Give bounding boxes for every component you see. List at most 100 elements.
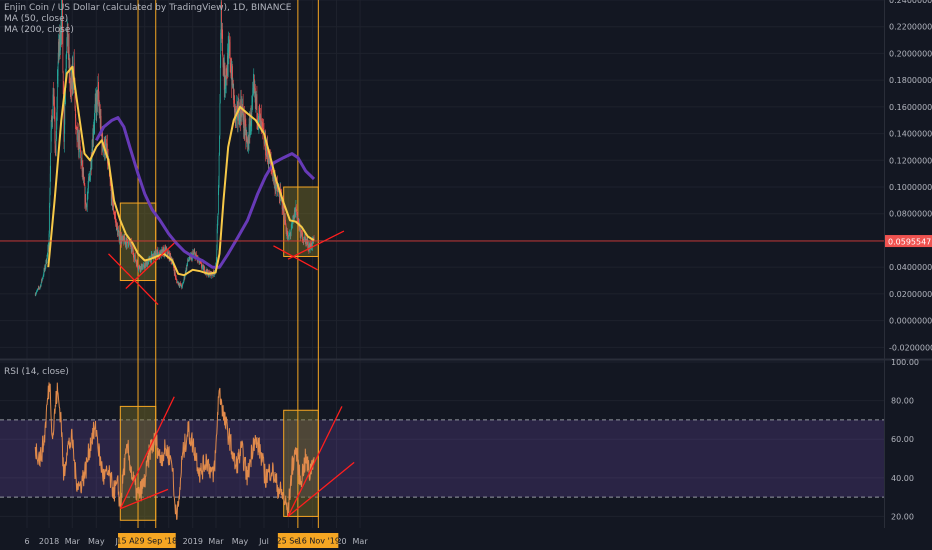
- candle-body: [216, 248, 218, 259]
- candle-body: [289, 233, 290, 235]
- candle-body: [225, 83, 226, 87]
- candle-body: [75, 118, 77, 127]
- time-axis-tick-label: 2019: [183, 537, 203, 546]
- candle-body: [116, 220, 117, 231]
- candle-body: [166, 249, 168, 254]
- candle-body: [219, 103, 221, 136]
- candle-body: [55, 151, 57, 153]
- candle-body: [248, 144, 250, 147]
- candle-body: [92, 133, 94, 153]
- candle-body: [151, 254, 153, 255]
- candle-body: [79, 141, 81, 149]
- candle-body: [37, 289, 38, 291]
- price-axis-tick-label: 0.0200000: [889, 290, 932, 299]
- rsi-series: [34, 382, 315, 520]
- candle-body: [224, 65, 225, 91]
- candle-body: [273, 171, 274, 177]
- candle-body: [132, 250, 134, 256]
- candle-body: [71, 69, 73, 85]
- candle-body: [308, 244, 309, 248]
- candle-body: [62, 0, 63, 29]
- candle-body: [45, 266, 46, 269]
- candle-body: [240, 100, 242, 122]
- candle-body: [279, 189, 281, 202]
- moving-average-lines: [47, 65, 316, 277]
- candle-body: [39, 287, 40, 289]
- candle-body: [252, 94, 253, 103]
- last-price-label: 0.0595547: [888, 238, 931, 247]
- candle-body: [251, 102, 253, 121]
- candle-body: [207, 271, 209, 273]
- candle-body: [256, 118, 258, 120]
- candle-body: [119, 235, 121, 242]
- trendlines[interactable]: [108, 230, 355, 517]
- candle-body: [295, 205, 297, 210]
- candle-body: [149, 260, 151, 263]
- time-axis-tick-label: 2018: [39, 537, 59, 546]
- price-axis-tick-label: 0.2200000: [889, 23, 932, 32]
- candle-body: [264, 138, 265, 144]
- candle-body: [79, 136, 81, 142]
- rsi-trendline: [287, 461, 355, 517]
- candle-body: [290, 232, 292, 235]
- candle-body: [229, 42, 231, 51]
- candle-body: [71, 79, 72, 89]
- candle-body: [114, 215, 116, 217]
- candle-body: [202, 264, 203, 267]
- candle-body: [153, 254, 154, 256]
- candle-body: [222, 55, 224, 68]
- candle-body: [119, 235, 121, 239]
- candle-body: [155, 250, 157, 257]
- candle-body: [43, 274, 44, 276]
- price-axis-tick-label: 0.0400000: [889, 263, 932, 272]
- candle-body: [199, 262, 200, 263]
- candle-body: [293, 210, 295, 220]
- candle-body: [103, 146, 104, 151]
- candle-body: [41, 279, 43, 281]
- candle-body: [60, 38, 61, 51]
- candle-body: [87, 193, 88, 198]
- candle-body: [267, 157, 269, 165]
- candle-body: [292, 219, 294, 220]
- candle-body: [112, 203, 114, 206]
- candle-body: [41, 279, 42, 283]
- candle-body: [231, 71, 233, 86]
- candle-body: [53, 94, 54, 105]
- candle-body: [146, 261, 148, 267]
- candle-body: [206, 269, 208, 275]
- candle-body: [145, 262, 147, 266]
- candle-body: [255, 97, 257, 101]
- candle-body: [121, 236, 122, 244]
- price-axis-tick-label: 0.1400000: [889, 130, 932, 139]
- candle-body: [162, 248, 164, 254]
- candle-body: [282, 208, 283, 211]
- candle-body: [115, 216, 116, 221]
- candle-body: [219, 65, 221, 104]
- candle-body: [281, 197, 283, 209]
- candle-body: [123, 236, 125, 245]
- candle-body: [273, 178, 275, 182]
- candle-body: [253, 83, 254, 90]
- candle-body: [150, 258, 151, 263]
- candle-body: [59, 30, 61, 45]
- candle-body: [136, 262, 137, 266]
- candle-body: [256, 94, 257, 104]
- candle-body: [310, 243, 312, 249]
- candle-body: [193, 253, 194, 255]
- candle-body: [74, 83, 76, 109]
- candle-body: [169, 252, 171, 261]
- candle-body: [269, 155, 271, 164]
- candle-body: [152, 256, 153, 258]
- candle-body: [259, 113, 261, 115]
- candle-body: [84, 194, 86, 203]
- candle-body: [58, 44, 60, 53]
- candle-body: [267, 154, 269, 158]
- candle-body: [229, 46, 230, 51]
- time-axis-tick-label: Jul: [258, 537, 269, 546]
- candle-body: [190, 255, 192, 260]
- candle-body: [243, 113, 245, 132]
- candle-body: [262, 123, 264, 129]
- candle-body: [84, 184, 85, 186]
- candle-body: [308, 244, 310, 250]
